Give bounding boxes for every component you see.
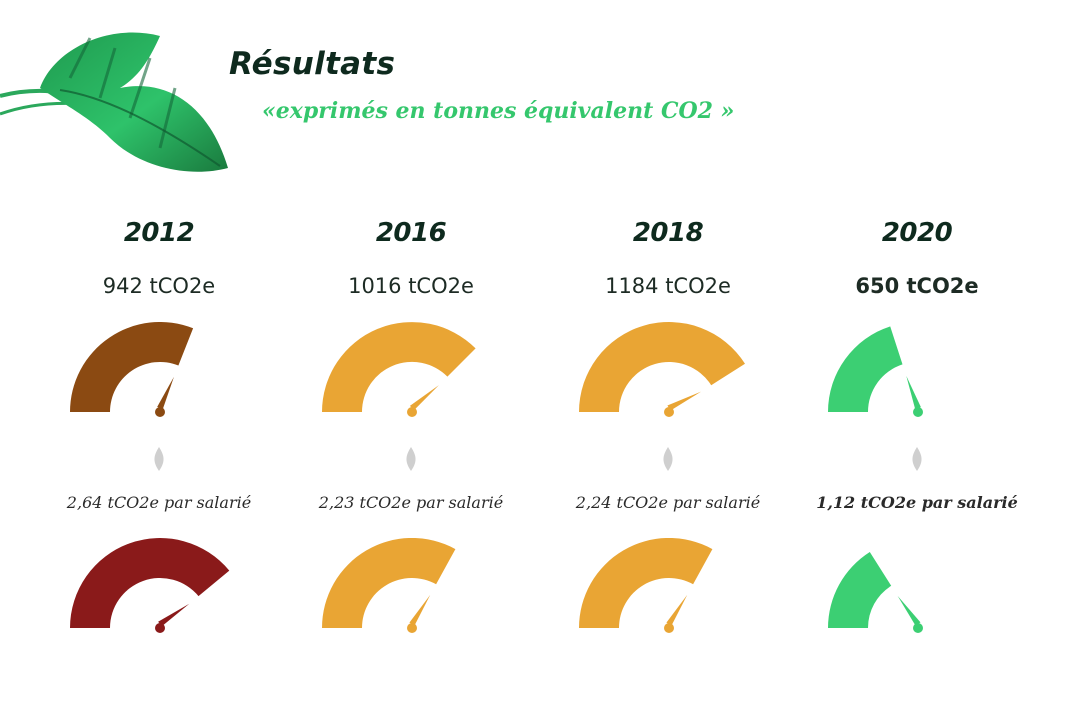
per-employee-gauge xyxy=(579,538,713,633)
gauge-arc xyxy=(828,326,903,412)
gauge-needle xyxy=(157,376,174,410)
gauge-pivot xyxy=(155,407,165,417)
per-employee-gauge xyxy=(828,552,923,633)
year-column-2018: 2018 1184 tCO2e 2,24 tCO2e par salarié xyxy=(541,0,795,702)
year-column-2020: 2020 650 tCO2e 1,12 tCO2e par salarié xyxy=(790,0,1044,702)
per-employee-emissions: 2,24 tCO2e par salarié xyxy=(575,493,761,512)
arrow-shape xyxy=(406,447,416,471)
per-employee-emissions: 2,23 tCO2e par salarié xyxy=(318,493,504,512)
total-emissions: 650 tCO2e xyxy=(855,274,979,298)
gauge-needle xyxy=(667,391,702,411)
year-label: 2016 xyxy=(375,218,447,248)
year-label: 2020 xyxy=(881,218,953,248)
arrow-shape xyxy=(663,447,673,471)
gauge-arc xyxy=(579,538,713,628)
down-arrow-icon xyxy=(912,447,922,471)
total-emissions: 942 tCO2e xyxy=(102,274,216,298)
down-arrow-icon xyxy=(154,447,164,471)
leaf-illustration xyxy=(0,32,228,172)
gauge-needle xyxy=(906,375,921,409)
year-column-2012: 2012 942 tCO2e 2,64 tCO2e par salarié xyxy=(32,0,286,702)
gauge-arc xyxy=(828,552,892,628)
total-emissions: 1016 tCO2e xyxy=(348,274,474,298)
per-employee-gauge xyxy=(70,538,230,633)
gauge-pivot xyxy=(913,623,923,633)
down-arrow-icon xyxy=(663,447,673,471)
gauge-pivot xyxy=(664,407,674,417)
gauge-arc xyxy=(579,322,745,412)
arrow-shape xyxy=(154,447,164,471)
total-emissions: 1184 tCO2e xyxy=(605,274,731,298)
total-emissions-gauge xyxy=(579,322,745,417)
gauge-needle xyxy=(158,603,190,627)
per-employee-emissions: 1,12 tCO2e par salarié xyxy=(816,493,1018,512)
gauge-arc xyxy=(70,538,230,628)
gauge-pivot xyxy=(664,623,674,633)
total-emissions-gauge xyxy=(322,322,476,417)
gauge-pivot xyxy=(407,407,417,417)
gauge-arc xyxy=(322,322,476,412)
gauge-pivot xyxy=(155,623,165,633)
year-label: 2018 xyxy=(632,218,704,248)
gauge-arc xyxy=(70,322,194,412)
per-employee-emissions: 2,64 tCO2e par salarié xyxy=(66,493,252,512)
total-emissions-gauge xyxy=(828,326,923,417)
arrow-shape xyxy=(912,447,922,471)
year-column-2016: 2016 1016 tCO2e 2,23 tCO2e par salarié xyxy=(284,0,538,702)
down-arrow-icon xyxy=(406,447,416,471)
per-employee-gauge xyxy=(322,538,456,633)
total-emissions-gauge xyxy=(70,322,194,417)
page-subtitle: «exprimés en tonnes équivalent CO2 » xyxy=(262,98,735,124)
page-title: Résultats xyxy=(229,46,396,82)
gauge-pivot xyxy=(407,623,417,633)
gauge-needle xyxy=(409,385,439,411)
year-label: 2012 xyxy=(123,218,195,248)
gauge-needle xyxy=(666,594,688,626)
gauge-arc xyxy=(322,538,456,628)
gauge-pivot xyxy=(913,407,923,417)
gauge-needle xyxy=(409,594,431,626)
gauge-needle xyxy=(897,595,921,626)
